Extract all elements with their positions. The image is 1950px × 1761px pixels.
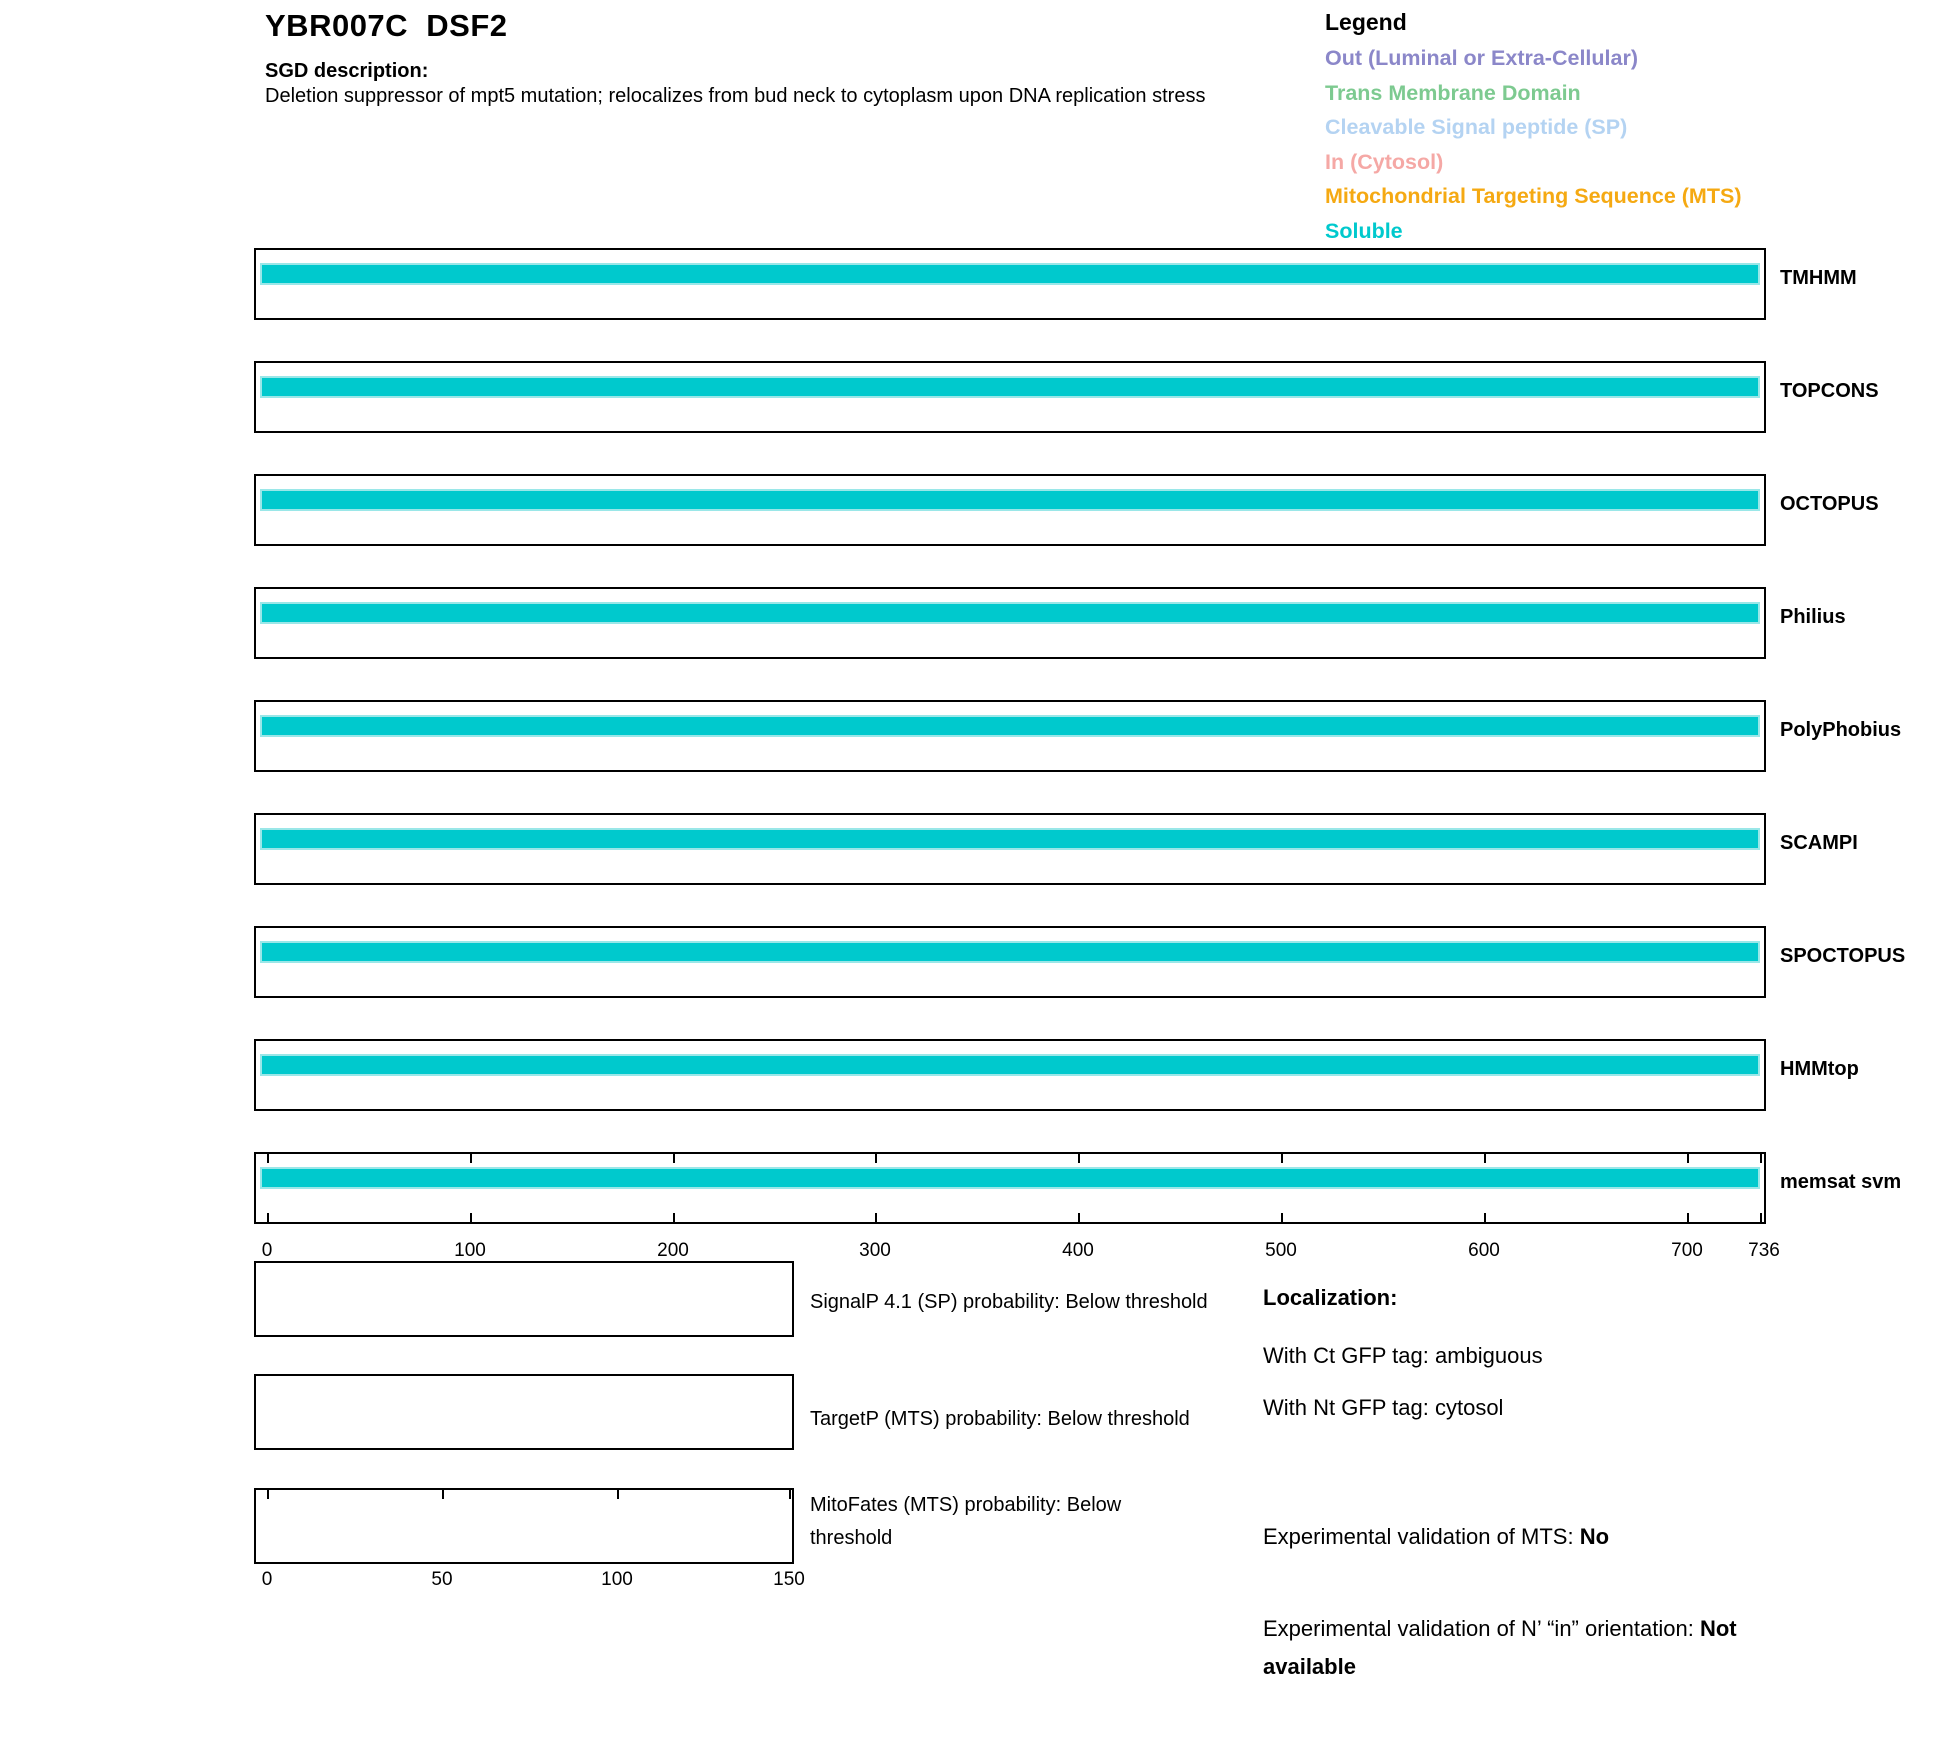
x-axis-tick [1760, 1154, 1762, 1163]
soluble-bar [260, 1054, 1760, 1076]
targetp-plot-box [254, 1374, 794, 1450]
x-axis-tick [1760, 1213, 1762, 1222]
localization-ct-line: With Ct GFP tag: ambiguous [1263, 1343, 1543, 1368]
legend-title: Legend [1325, 9, 1407, 35]
signalp-label: SignalP 4.1 (SP) probability: Below thre… [810, 1291, 1208, 1313]
axis-tick-label: 200 [657, 1240, 689, 1261]
soluble-bar [260, 489, 1760, 511]
x-axis-tick [875, 1213, 877, 1222]
experimental-mts-value: No [1579, 1524, 1610, 1549]
mitofates-label-line2: threshold [810, 1527, 893, 1549]
legend-item-sp: Cleavable Signal peptide (SP) [1325, 115, 1628, 140]
legend-item-out: Out (Luminal or Extra-Cellular) [1325, 46, 1638, 70]
mitofates-label: MitoFates (MTS) probability: Below thres… [810, 1489, 1121, 1555]
experimental-nin-line1: Experimental validation of N’ “in” orien… [1263, 1615, 1737, 1642]
targetp-label: TargetP (MTS) probability: Below thresho… [810, 1408, 1190, 1430]
x-axis-tick [267, 1213, 269, 1222]
axis-tick-label: 500 [1265, 1240, 1297, 1261]
x-axis-tick [1281, 1154, 1283, 1163]
mitofates-plot-box [254, 1488, 794, 1564]
localization-heading: Localization: [1263, 1285, 1398, 1310]
soluble-bar [260, 828, 1760, 850]
x-axis-tick [470, 1213, 472, 1222]
mitofates-axis: 0 50 100 150 [0, 1569, 900, 1593]
page-title: YBR007C DSF2 [265, 8, 508, 43]
axis-tick-label: 736 [1748, 1240, 1780, 1261]
axis-tick-label: 150 [773, 1569, 805, 1590]
track-label-tmhmm: TMHMM [1780, 267, 1857, 289]
track-label-hmmtop: HMMtop [1780, 1058, 1859, 1080]
x-axis-tick [789, 1490, 791, 1499]
soluble-bar [260, 1167, 1760, 1189]
x-axis-tick [617, 1490, 619, 1499]
x-axis-tick [673, 1213, 675, 1222]
legend: Legend Out (Luminal or Extra-Cellular) T… [1325, 4, 1741, 249]
axis-tick-label: 700 [1671, 1240, 1703, 1261]
axis-tick-label: 400 [1062, 1240, 1094, 1261]
axis-tick-label: 100 [454, 1240, 486, 1261]
sgd-description-text: Deletion suppressor of mpt5 mutation; re… [265, 85, 1206, 107]
axis-tick-label: 0 [261, 1240, 273, 1261]
track-box-memsat-svm [254, 1152, 1766, 1224]
x-axis-tick [267, 1490, 269, 1499]
soluble-bar [260, 602, 1760, 624]
soluble-bar [260, 263, 1760, 285]
track-label-spoctopus: SPOCTOPUS [1780, 945, 1906, 967]
soluble-bar [260, 941, 1760, 963]
legend-item-in: In (Cytosol) [1325, 149, 1444, 174]
experimental-mts-text: Experimental validation of MTS: [1263, 1524, 1580, 1549]
x-axis-tick [470, 1154, 472, 1163]
x-axis-tick [1484, 1154, 1486, 1163]
track-label-memsat-svm: memsat svm [1780, 1171, 1902, 1193]
residue-axis: 0 100 200 300 400 500 600 700 736 [0, 1240, 1950, 1264]
track-box-polyphobius [254, 700, 1766, 772]
track-box-spoctopus [254, 926, 1766, 998]
soluble-bar [260, 376, 1760, 398]
experimental-nin-text: Experimental validation of N’ “in” orien… [1263, 1616, 1700, 1641]
axis-tick-label: 50 [431, 1569, 453, 1590]
soluble-bar [260, 715, 1760, 737]
track-label-scampi: SCAMPI [1780, 832, 1858, 854]
x-axis-tick [1484, 1213, 1486, 1222]
x-axis-tick [1281, 1213, 1283, 1222]
track-label-octopus: OCTOPUS [1780, 493, 1879, 515]
track-label-topcons: TOPCONS [1780, 380, 1879, 402]
experimental-nin-line2: available [1263, 1654, 1356, 1679]
x-axis-tick [442, 1490, 444, 1499]
x-axis-tick [1687, 1213, 1689, 1222]
track-box-octopus [254, 474, 1766, 546]
track-label-philius: Philius [1780, 606, 1846, 628]
signalp-plot-box [254, 1261, 794, 1337]
axis-tick-label: 300 [859, 1240, 891, 1261]
track-box-philius [254, 587, 1766, 659]
experimental-mts-line: Experimental validation of MTS: No [1263, 1523, 1609, 1550]
track-box-tmhmm [254, 248, 1766, 320]
axis-tick-label: 100 [601, 1569, 633, 1590]
x-axis-tick [875, 1154, 877, 1163]
legend-item-tmd: Trans Membrane Domain [1325, 80, 1581, 105]
x-axis-tick [673, 1154, 675, 1163]
axis-tick-label: 600 [1468, 1240, 1500, 1261]
experimental-nin-value-part1: Not [1699, 1616, 1737, 1641]
x-axis-tick [267, 1154, 269, 1163]
track-box-scampi [254, 813, 1766, 885]
track-label-polyphobius: PolyPhobius [1780, 719, 1902, 741]
axis-tick-label: 0 [261, 1569, 273, 1590]
legend-item-soluble: Soluble [1325, 218, 1403, 243]
x-axis-tick [1078, 1213, 1080, 1222]
sgd-description-heading: SGD description: [265, 60, 429, 82]
track-box-topcons [254, 361, 1766, 433]
localization-nt-line: With Nt GFP tag: cytosol [1263, 1395, 1504, 1420]
track-box-hmmtop [254, 1039, 1766, 1111]
mitofates-label-line1: MitoFates (MTS) probability: Below [810, 1494, 1122, 1516]
legend-item-mts: Mitochondrial Targeting Sequence (MTS) [1325, 184, 1742, 209]
x-axis-tick [1078, 1154, 1080, 1163]
x-axis-tick [1687, 1154, 1689, 1163]
